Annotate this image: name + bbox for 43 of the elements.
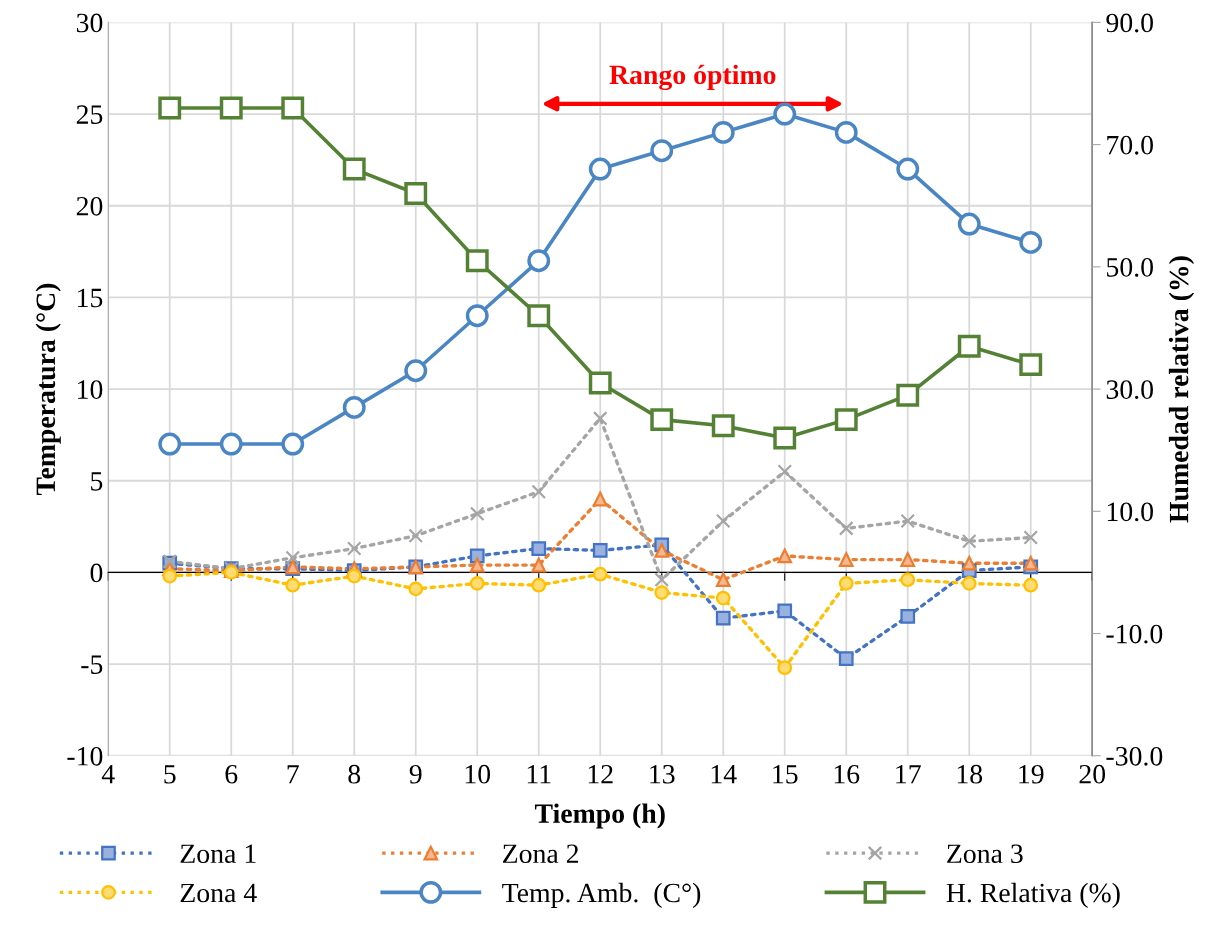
x-tick-label: 7 (287, 765, 299, 784)
x-tick-label: 12 (588, 764, 613, 784)
legend-label: Zona 4 (180, 883, 257, 903)
x-tick-label: 6 (225, 764, 238, 784)
legend-label: Zona 3 (947, 844, 1023, 864)
x-tick-label: 18 (957, 764, 983, 784)
legend-label: H. Relativa (%) (946, 882, 1120, 908)
y2-tick-label: 90.0 (1106, 13, 1153, 33)
y-tick-label: 30 (76, 13, 103, 33)
x-tick-label: 11 (527, 765, 551, 784)
x-tick-label: 8 (348, 764, 361, 784)
y2-tick-label: -30.0 (1106, 746, 1163, 766)
y2-tick-label: 30.0 (1106, 380, 1153, 400)
x-tick-label: 13 (650, 764, 675, 784)
y2-tick-label: 10.0 (1107, 502, 1153, 522)
x-tick-label: 9 (409, 764, 422, 784)
y-tick-label: 15 (78, 288, 103, 308)
x-tick-label: 4 (101, 765, 115, 784)
y-tick-label: 25 (76, 105, 103, 124)
y-tick-label: 0 (90, 563, 103, 583)
legend-label: Zona 1 (180, 844, 256, 864)
y-tick-label: -10 (67, 746, 103, 766)
x-tick-label: 20 (1079, 764, 1106, 784)
y2-axis-title: Humedad relativa (%) (1168, 256, 1195, 523)
y2-tick-label: -10.0 (1106, 624, 1163, 644)
x-tick-label: 14 (711, 765, 737, 784)
x-tick-label: 16 (834, 764, 860, 784)
y-tick-label: -5 (81, 655, 103, 674)
x-tick-label: 17 (896, 765, 921, 784)
y-tick-label: 5 (91, 472, 103, 491)
x-tick-label: 19 (1019, 764, 1044, 784)
x-tick-label: 15 (773, 765, 798, 784)
annotation: Rango óptimo (609, 64, 776, 91)
x-tick-label: 5 (164, 765, 176, 784)
legend-label: Zona 2 (502, 844, 579, 864)
x-tick-label: 10 (465, 764, 491, 784)
y2-tick-label: 50.0 (1107, 258, 1153, 277)
y-tick-label: 10 (78, 380, 103, 399)
legend-label: Temp. Amb. (C°) (502, 882, 701, 908)
y-tick-label: 20 (76, 196, 103, 216)
y2-tick-label: 70.0 (1107, 135, 1153, 155)
x-axis-title: Tiempo (h) (534, 803, 665, 829)
y-axis-title: Temperatura (°C) (35, 283, 61, 496)
